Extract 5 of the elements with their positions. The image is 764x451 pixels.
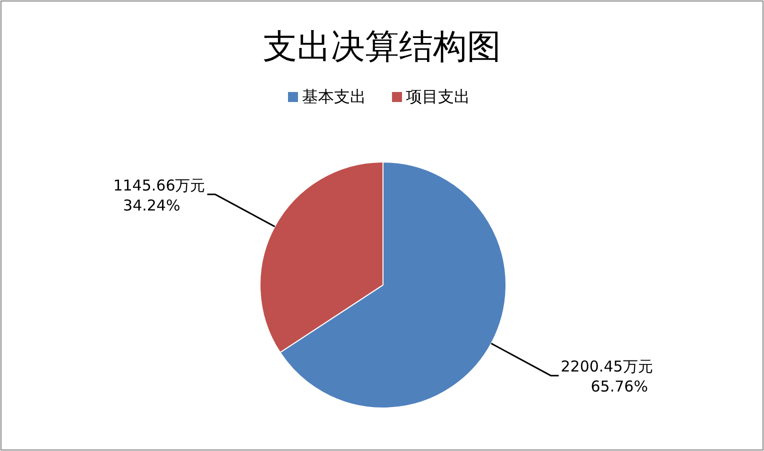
data-label: 1145.66万元 34.24%	[113, 176, 206, 214]
legend-label: 基本支出	[302, 87, 366, 106]
chart-title: 支出决算结构图	[263, 27, 501, 67]
data-label: 2200.45万元 65.76%	[560, 358, 653, 396]
legend-label: 项目支出	[406, 87, 470, 106]
